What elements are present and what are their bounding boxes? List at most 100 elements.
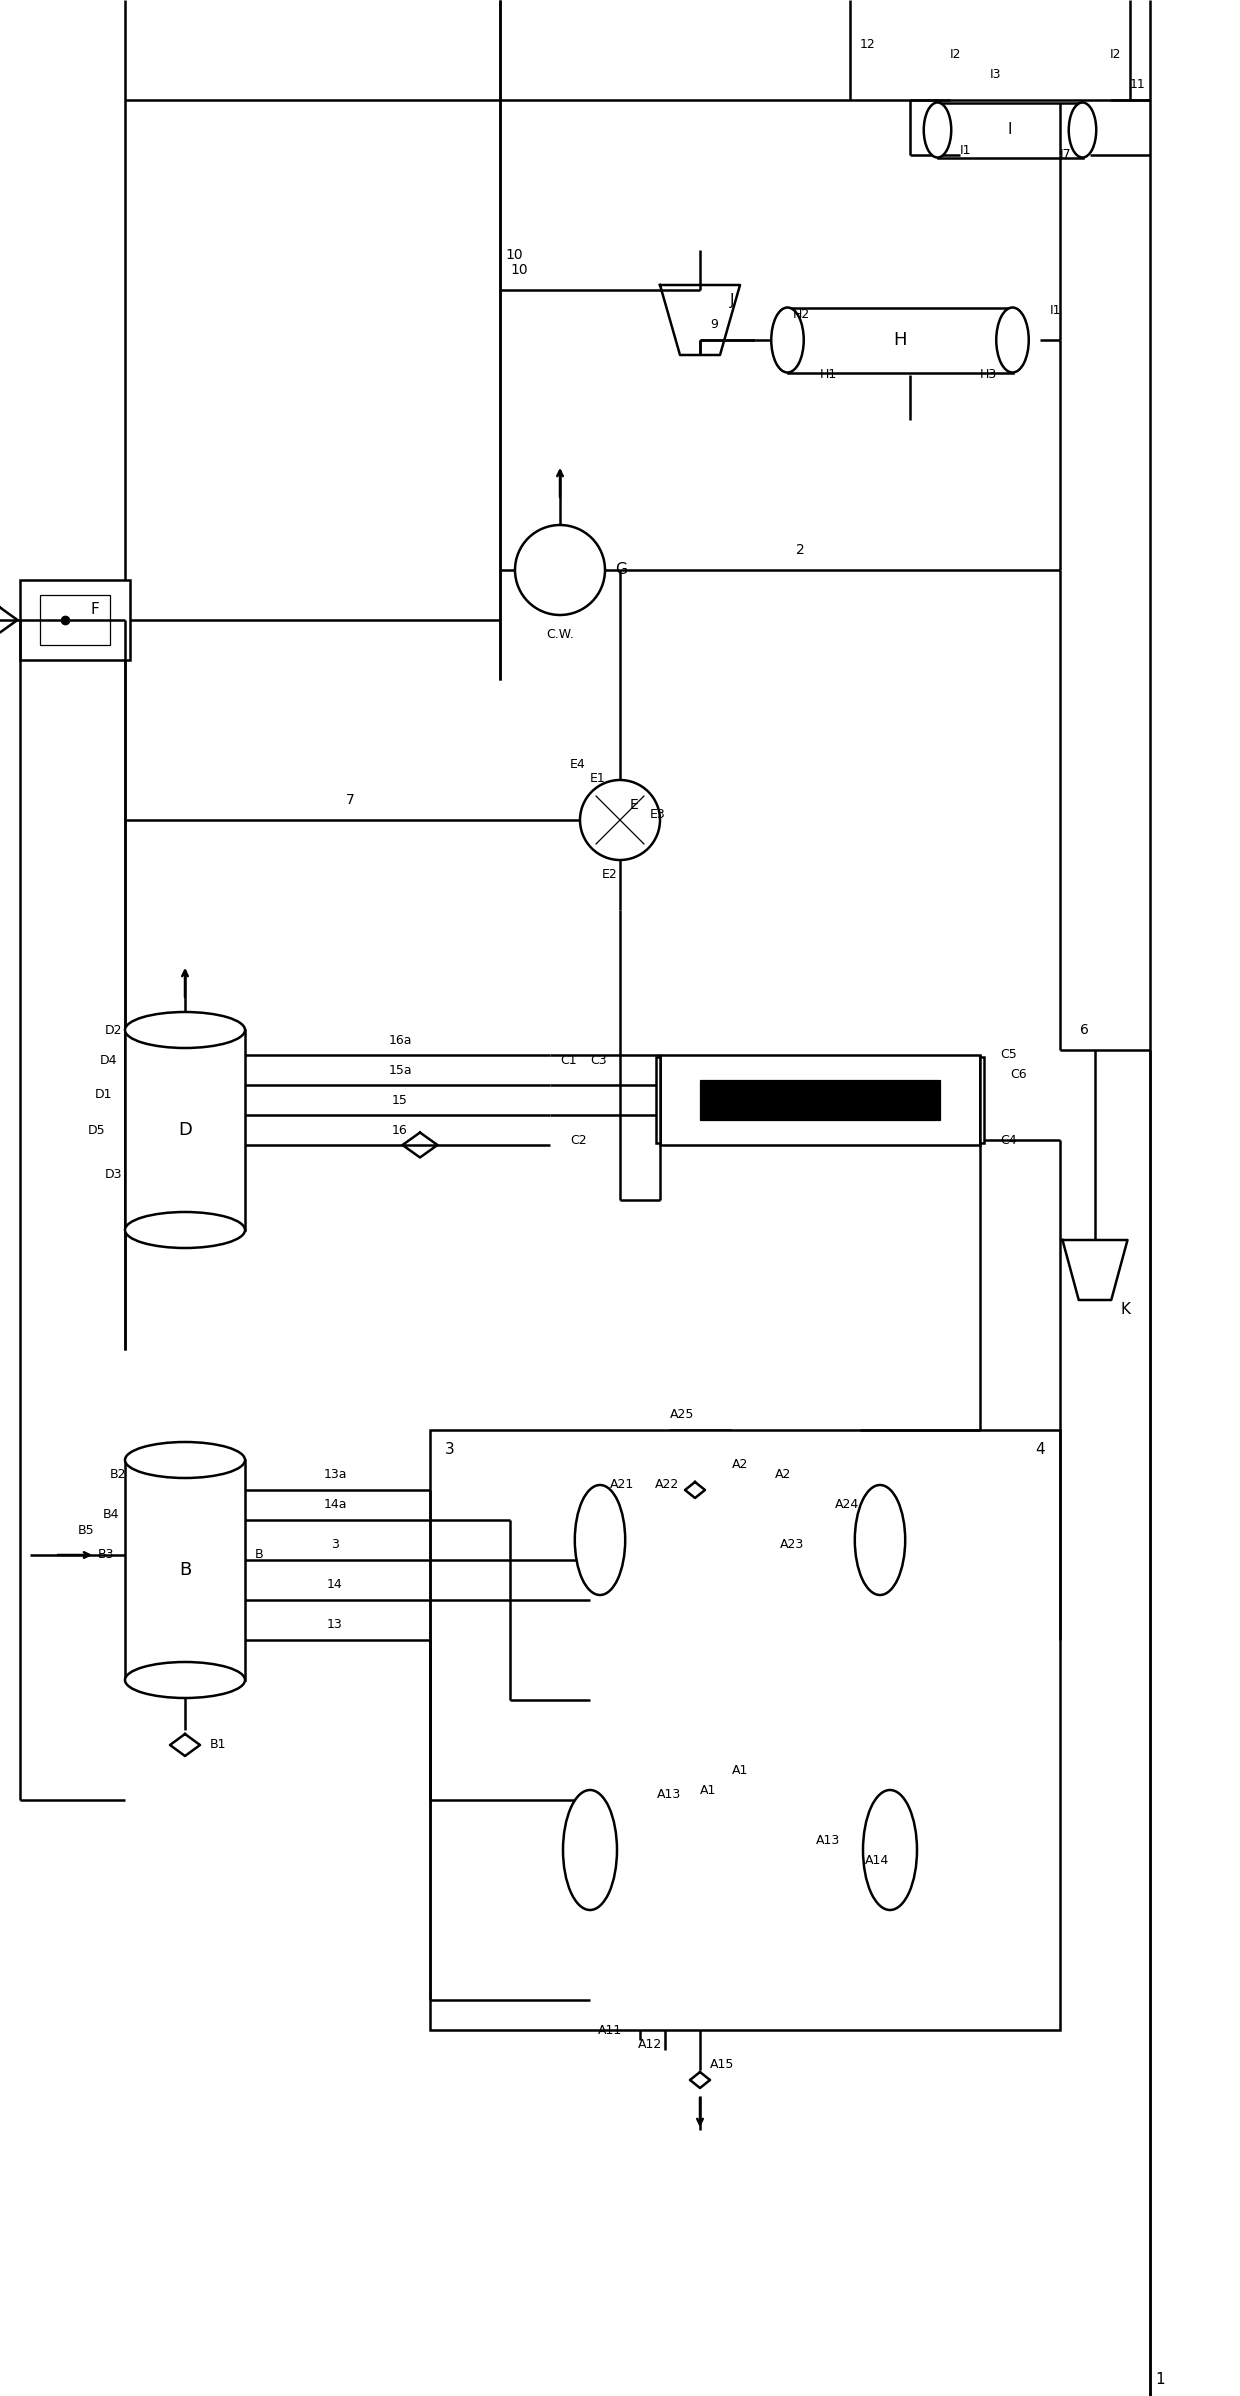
Text: 4: 4 [1035,1442,1044,1457]
Ellipse shape [854,1486,905,1596]
Circle shape [580,781,660,860]
Text: D2: D2 [105,1023,123,1037]
Text: 13: 13 [327,1620,343,1632]
Text: K: K [1120,1303,1130,1318]
Bar [40,594,110,645]
Text: A25: A25 [670,1409,694,1421]
Text: 1: 1 [1154,2372,1164,2386]
Text: 12: 12 [861,38,875,50]
Text: B: B [255,1548,264,1562]
Text: A1: A1 [701,1783,717,1797]
Bar [787,307,1013,371]
Bar [590,1790,890,1910]
Ellipse shape [125,1442,246,1478]
Text: I3: I3 [990,69,1002,81]
Text: A13: A13 [816,1833,839,1847]
Text: C4: C4 [999,1133,1017,1148]
Bar [430,1430,1060,2029]
Text: 14a: 14a [324,1498,347,1512]
Text: A23: A23 [780,1538,805,1553]
Text: D: D [179,1121,192,1138]
Text: C1: C1 [560,1054,577,1066]
Text: A11: A11 [598,2025,622,2037]
Bar [125,1030,246,1229]
Ellipse shape [125,1212,246,1248]
Text: D3: D3 [105,1169,123,1181]
Text: H1: H1 [820,369,837,381]
Ellipse shape [125,1011,246,1047]
Text: A14: A14 [866,1855,889,1866]
Ellipse shape [771,307,804,371]
Text: E1: E1 [590,772,606,783]
Text: C5: C5 [999,1049,1017,1061]
Text: C6: C6 [1011,1069,1027,1081]
Text: F: F [91,601,99,618]
Text: 13a: 13a [324,1469,347,1481]
Text: B1: B1 [210,1739,227,1751]
Bar [125,1459,246,1680]
Circle shape [515,525,605,616]
Text: I1: I1 [1050,304,1061,316]
Bar [701,1081,940,1121]
Text: G: G [615,563,627,577]
Text: I2: I2 [1110,48,1121,62]
Text: D1: D1 [95,1088,113,1102]
Text: 15a: 15a [388,1064,412,1076]
Text: A22: A22 [655,1478,680,1490]
Text: I1: I1 [960,144,971,156]
Text: A12: A12 [639,2039,662,2051]
Text: I7: I7 [1060,149,1071,161]
Text: H3: H3 [980,369,997,381]
Text: 7: 7 [346,793,355,807]
Text: A1: A1 [732,1763,748,1775]
Text: B4: B4 [103,1509,119,1521]
Bar [980,1057,985,1143]
Text: A2: A2 [775,1469,791,1481]
Text: 14: 14 [327,1579,343,1591]
Text: A2: A2 [732,1459,748,1471]
Text: 9: 9 [711,319,718,331]
Ellipse shape [563,1790,618,1910]
Bar [656,1057,660,1143]
Bar [660,1054,980,1145]
Text: H2: H2 [794,309,810,321]
Text: D4: D4 [100,1054,118,1066]
Text: E2: E2 [603,867,618,882]
Ellipse shape [996,307,1029,371]
Bar [937,103,1083,158]
Text: E4: E4 [570,760,585,772]
Ellipse shape [125,1663,246,1699]
Text: B2: B2 [110,1469,126,1481]
Text: 15: 15 [392,1093,408,1107]
Text: J: J [730,292,734,307]
Text: 16: 16 [392,1124,408,1136]
Text: C.W.: C.W. [546,628,574,642]
Text: A15: A15 [711,2058,734,2073]
Ellipse shape [1069,103,1096,158]
Text: C2: C2 [570,1133,587,1148]
Text: I2: I2 [950,48,961,62]
Text: H: H [893,331,906,350]
Text: D5: D5 [88,1124,105,1136]
Text: 2: 2 [796,544,805,556]
Bar [600,1486,880,1596]
Text: 16a: 16a [388,1033,412,1047]
Bar [20,580,130,659]
Text: B3: B3 [98,1548,114,1562]
Text: 10: 10 [505,249,522,261]
Text: 3: 3 [331,1538,339,1553]
Text: A13: A13 [657,1787,681,1802]
Text: 3: 3 [445,1442,455,1457]
Text: B: B [179,1562,191,1579]
Text: A24: A24 [835,1498,859,1512]
Text: A21: A21 [610,1478,634,1490]
Text: E: E [630,798,639,812]
Ellipse shape [575,1486,625,1596]
Text: I: I [1008,122,1012,137]
Ellipse shape [863,1790,918,1910]
Text: E3: E3 [650,807,666,822]
Text: 10: 10 [510,264,528,278]
Text: 6: 6 [1080,1023,1089,1037]
Ellipse shape [924,103,951,158]
Bar [670,1430,730,1486]
